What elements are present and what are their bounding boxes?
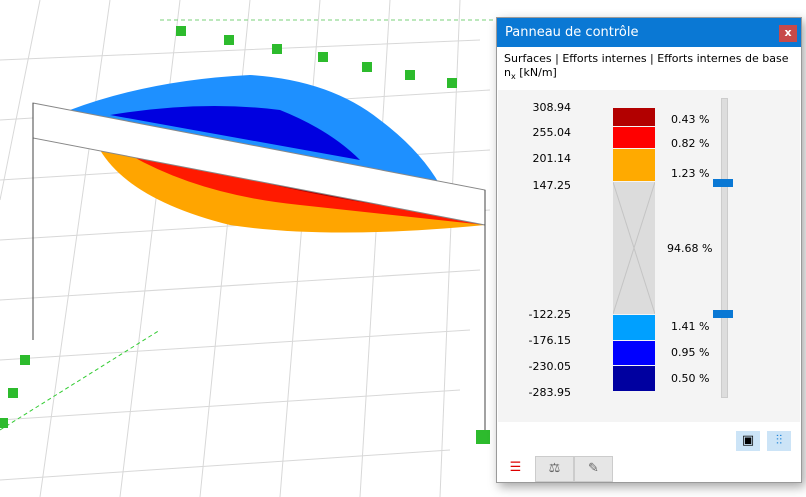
balance-icon: ⚖ [548, 461, 561, 476]
close-button[interactable]: x [779, 25, 797, 42]
legend-percent: 0.43 % [671, 113, 710, 126]
mesh-grid [0, 0, 491, 497]
color-scale-adjust-button[interactable]: ⫶⫶ [767, 431, 791, 451]
legend-band [613, 366, 655, 391]
color-scale-adjust-icon: ⫶⫶ [775, 433, 783, 448]
tab-balance[interactable]: ⚖ [535, 456, 574, 482]
tab-color-legend[interactable]: ☰ [497, 456, 534, 480]
legend-percent: 0.50 % [671, 372, 710, 385]
quantity-label: nx [kN/m] [504, 66, 557, 82]
result-filter-icon: ✎ [588, 461, 599, 476]
legend-percent: 1.41 % [671, 320, 710, 333]
legend-value: 201.14 [532, 152, 572, 165]
control-panel: Panneau de contrôle x Surfaces | Efforts… [496, 17, 802, 483]
range-slider-track[interactable] [721, 98, 728, 398]
panel-title: Panneau de contrôle [505, 25, 639, 40]
legend-value: 308.94 [532, 101, 572, 114]
legend-band [613, 149, 655, 181]
upper-slider-handle[interactable] [713, 179, 733, 187]
display-settings-icon: ▣ [741, 433, 755, 448]
legend-band [613, 127, 655, 148]
legend-band [613, 341, 655, 365]
legend-value: 147.25 [532, 179, 572, 192]
lower-slider-handle[interactable] [713, 310, 733, 318]
legend-value: -230.05 [528, 360, 571, 373]
legend-value: -283.95 [528, 386, 571, 399]
legend-percent: 0.82 % [671, 137, 710, 150]
legend-value: 255.04 [532, 126, 572, 139]
legend-band-hidden [613, 182, 655, 314]
legend-percent: 0.95 % [671, 346, 710, 359]
legend-value: -176.15 [528, 334, 571, 347]
legend-percent: 1.23 % [671, 167, 710, 180]
legend-band [613, 108, 655, 126]
legend-value: -122.25 [528, 308, 571, 321]
tab-result-filter[interactable]: ✎ [574, 456, 613, 482]
color-legend: 308.94 255.04 201.14 147.25 -122.25 -176… [498, 90, 800, 422]
legend-percent: 94.68 % [667, 242, 713, 255]
panel-header[interactable]: Panneau de contrôle x [497, 18, 801, 47]
legend-band [613, 315, 655, 340]
color-legend-icon: ☰ [509, 460, 522, 475]
breadcrumb: Surfaces | Efforts internes | Efforts in… [504, 52, 789, 65]
support-icons [0, 26, 490, 444]
display-settings-button[interactable]: ▣ [736, 431, 760, 451]
